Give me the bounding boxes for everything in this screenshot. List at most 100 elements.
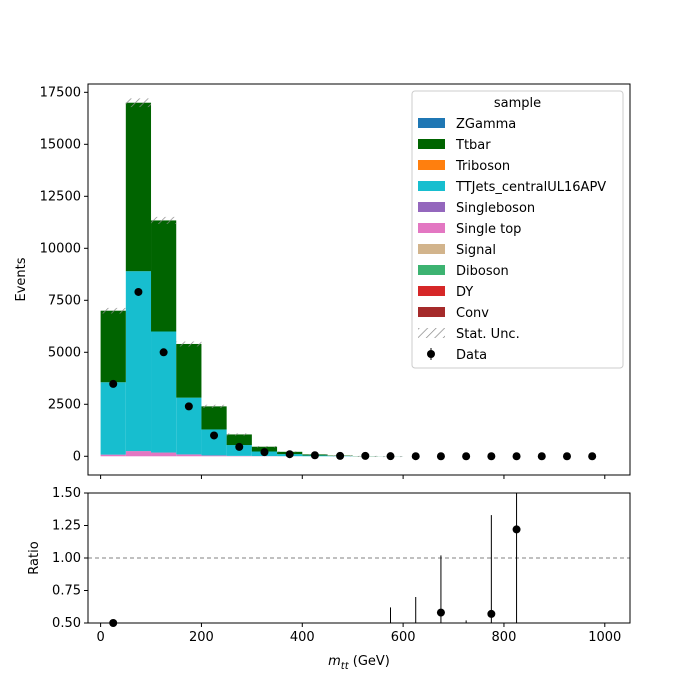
data-point — [235, 442, 244, 451]
bar-segment — [176, 454, 202, 457]
y-tick-label: 12500 — [40, 189, 81, 204]
ratio-point — [512, 525, 521, 534]
legend-swatch — [418, 139, 445, 149]
ratio-y-tick-label: 1.00 — [52, 551, 81, 566]
y-tick-label: 15000 — [40, 137, 81, 152]
bar-segment — [125, 271, 152, 452]
stat-unc-band — [201, 404, 227, 408]
ratio-plot-frame — [87, 492, 631, 624]
x-tick-label: 800 — [492, 630, 517, 645]
legend-item: Triboson — [418, 159, 510, 174]
ratio-y-tick-label: 1.50 — [52, 486, 81, 501]
data-point — [462, 452, 471, 461]
legend-swatch — [418, 286, 445, 296]
legend-title: sample — [494, 96, 541, 111]
ratio-y-axis-label: Ratio — [27, 541, 42, 574]
data-points — [109, 287, 597, 461]
main-panel: 0 2500 5000 7500 10000 12500 15000 17500 Events — [14, 83, 631, 479]
data-point — [537, 452, 546, 461]
data-point — [411, 452, 420, 461]
main-plot-frame — [87, 83, 631, 476]
legend-label: ZGamma — [456, 117, 516, 132]
legend-marker — [427, 350, 435, 358]
legend-item: Conv — [418, 306, 489, 321]
ratio-y-tick-label: 0.75 — [52, 584, 81, 599]
bar-segment — [100, 310, 126, 383]
legend-swatch — [418, 307, 445, 317]
data-point — [134, 287, 143, 296]
legend-item: Signal — [418, 243, 496, 258]
y-tick-label: 0 — [73, 449, 81, 464]
legend-label: Conv — [456, 306, 489, 321]
y-axis-label: Events — [14, 257, 29, 301]
data-point — [386, 452, 395, 461]
stat-unc-band — [226, 433, 252, 436]
legend-swatch — [418, 202, 445, 212]
legend-item: TTJets_centralUL16APV — [418, 180, 606, 195]
bar-segment — [125, 451, 152, 457]
legend-label: Ttbar — [455, 138, 491, 153]
data-point — [210, 431, 219, 440]
data-point — [512, 452, 521, 461]
data-point — [159, 348, 168, 357]
data-point — [184, 402, 193, 411]
bar-segment — [151, 220, 177, 332]
stat-unc-band — [125, 98, 152, 108]
x-axis-label: mtt (GeV) — [328, 654, 390, 672]
bar-segment — [125, 102, 152, 272]
legend-item: Ttbar — [418, 138, 491, 153]
bar-segment — [151, 452, 177, 457]
legend-swatch — [418, 328, 445, 338]
legend-label: Stat. Unc. — [456, 327, 520, 342]
bar-segment — [100, 382, 126, 455]
legend-label: DY — [456, 285, 473, 300]
series-ttbar — [100, 102, 404, 457]
data-point — [109, 379, 118, 388]
legend-swatch — [418, 223, 445, 233]
stat-unc-band — [176, 341, 202, 347]
legend-swatch — [418, 118, 445, 128]
data-point — [588, 452, 597, 461]
data-point — [285, 450, 294, 459]
ratio-y-tick-label: 0.50 — [52, 616, 81, 631]
bar-segment — [226, 434, 252, 446]
y-tick-label: 7500 — [48, 293, 81, 308]
legend-label: Diboson — [456, 264, 509, 279]
series-ttjets-centralul16apv — [100, 271, 404, 457]
bar-segment — [100, 454, 126, 457]
y-tick-label: 10000 — [40, 241, 81, 256]
ratio-panel: 0.50 0.75 1.00 1.25 1.50 0 200 400 600 800 1000 Rat… — [27, 486, 631, 672]
x-tick-label: 1000 — [588, 630, 621, 645]
legend-swatch — [418, 181, 445, 191]
legend-item: Singleboson — [418, 201, 535, 216]
data-point — [487, 452, 496, 461]
legend-item: ZGamma — [418, 117, 516, 132]
legend-label: Signal — [456, 243, 496, 258]
data-point — [361, 451, 370, 460]
data-point — [562, 452, 571, 461]
x-tick-label: 0 — [96, 630, 104, 645]
legend-item: Diboson — [418, 264, 509, 279]
data-point — [436, 452, 445, 461]
x-tick-label: 200 — [189, 630, 214, 645]
data-point — [260, 448, 269, 457]
y-tick-label: 17500 — [40, 85, 81, 100]
x-tick-label: 400 — [290, 630, 315, 645]
bar-segment — [201, 406, 227, 430]
legend-label: Singleboson — [456, 201, 535, 216]
stat-unc-band — [100, 307, 126, 314]
ratio-point — [487, 609, 496, 618]
legend-box — [411, 90, 624, 369]
legend-item: Stat. Unc. — [418, 327, 520, 342]
legend-label: Single top — [456, 222, 521, 237]
legend: sample ZGamma Ttbar Triboson TTJets_centralU… — [411, 90, 624, 369]
data-point — [336, 451, 345, 460]
legend-item: DY — [418, 285, 473, 300]
ratio-point — [436, 608, 445, 617]
y-tick-label: 2500 — [48, 397, 81, 412]
legend-item: Single top — [418, 222, 521, 237]
stat-unc-band — [151, 216, 177, 224]
legend-item: Data — [427, 348, 487, 363]
ratio-y-tick-label: 1.25 — [52, 519, 81, 534]
